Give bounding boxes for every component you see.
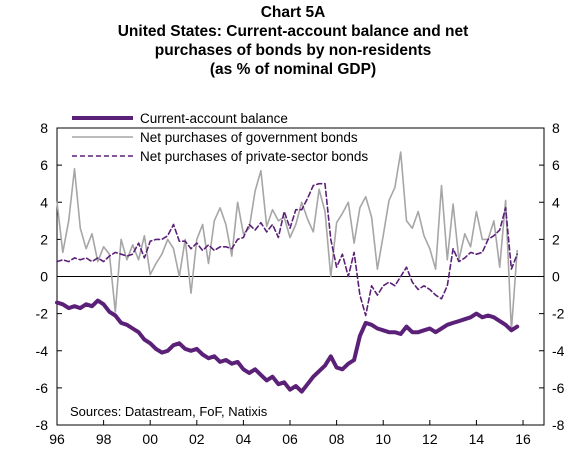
chart-subtitle-line-3: (as % of nominal GDP) (209, 61, 377, 78)
x-tick-label: 16 (515, 431, 531, 447)
y-tick-label-left: 6 (40, 157, 48, 173)
y-tick-label-left: 4 (40, 194, 48, 210)
legend-label-1: Net purchases of government bonds (140, 130, 358, 145)
chart-subtitle-line-1: United States: Current-account balance a… (117, 23, 469, 40)
y-tick-label-right: 6 (552, 157, 560, 173)
y-tick-label-left: 2 (40, 231, 48, 247)
chart-subtitle-line-2: purchases of bonds by non-residents (154, 42, 432, 59)
series-line-2 (56, 182, 519, 317)
legend-label-0: Current-account balance (140, 111, 288, 126)
x-tick-label: 02 (189, 431, 205, 447)
legend-label-2: Net purchases of private-sector bonds (140, 149, 368, 164)
x-tick-label: 06 (282, 431, 298, 447)
x-tick-label: 08 (329, 431, 345, 447)
series-line-0 (55, 298, 520, 394)
y-tick-label-right: -4 (552, 343, 565, 359)
x-tick-label: 10 (375, 431, 391, 447)
x-tick-label: 96 (49, 431, 65, 447)
series-line-1 (56, 151, 519, 332)
chart-title: Chart 5A (260, 4, 326, 21)
y-tick-label-left: -4 (36, 343, 49, 359)
y-tick-label-left: 0 (40, 269, 48, 285)
y-tick-label-left: -8 (36, 417, 49, 433)
y-tick-label-right: 2 (552, 231, 560, 247)
y-tick-label-right: 4 (552, 194, 560, 210)
y-tick-label-left: -2 (36, 306, 49, 322)
y-tick-label-right: -6 (552, 380, 565, 396)
y-tick-label-right: 0 (552, 269, 560, 285)
x-tick-label: 14 (469, 431, 485, 447)
y-tick-label-left: -6 (36, 380, 49, 396)
y-tick-label-right: 8 (552, 120, 560, 136)
y-tick-label-right: -8 (552, 417, 565, 433)
x-tick-label: 04 (236, 431, 252, 447)
x-tick-label: 00 (142, 431, 158, 447)
y-tick-label-left: 8 (40, 120, 48, 136)
y-tick-label-right: -2 (552, 306, 565, 322)
x-tick-label: 98 (96, 431, 112, 447)
x-tick-label: 12 (422, 431, 438, 447)
source-note: Sources: Datastream, FoF, Natixis (70, 404, 268, 419)
